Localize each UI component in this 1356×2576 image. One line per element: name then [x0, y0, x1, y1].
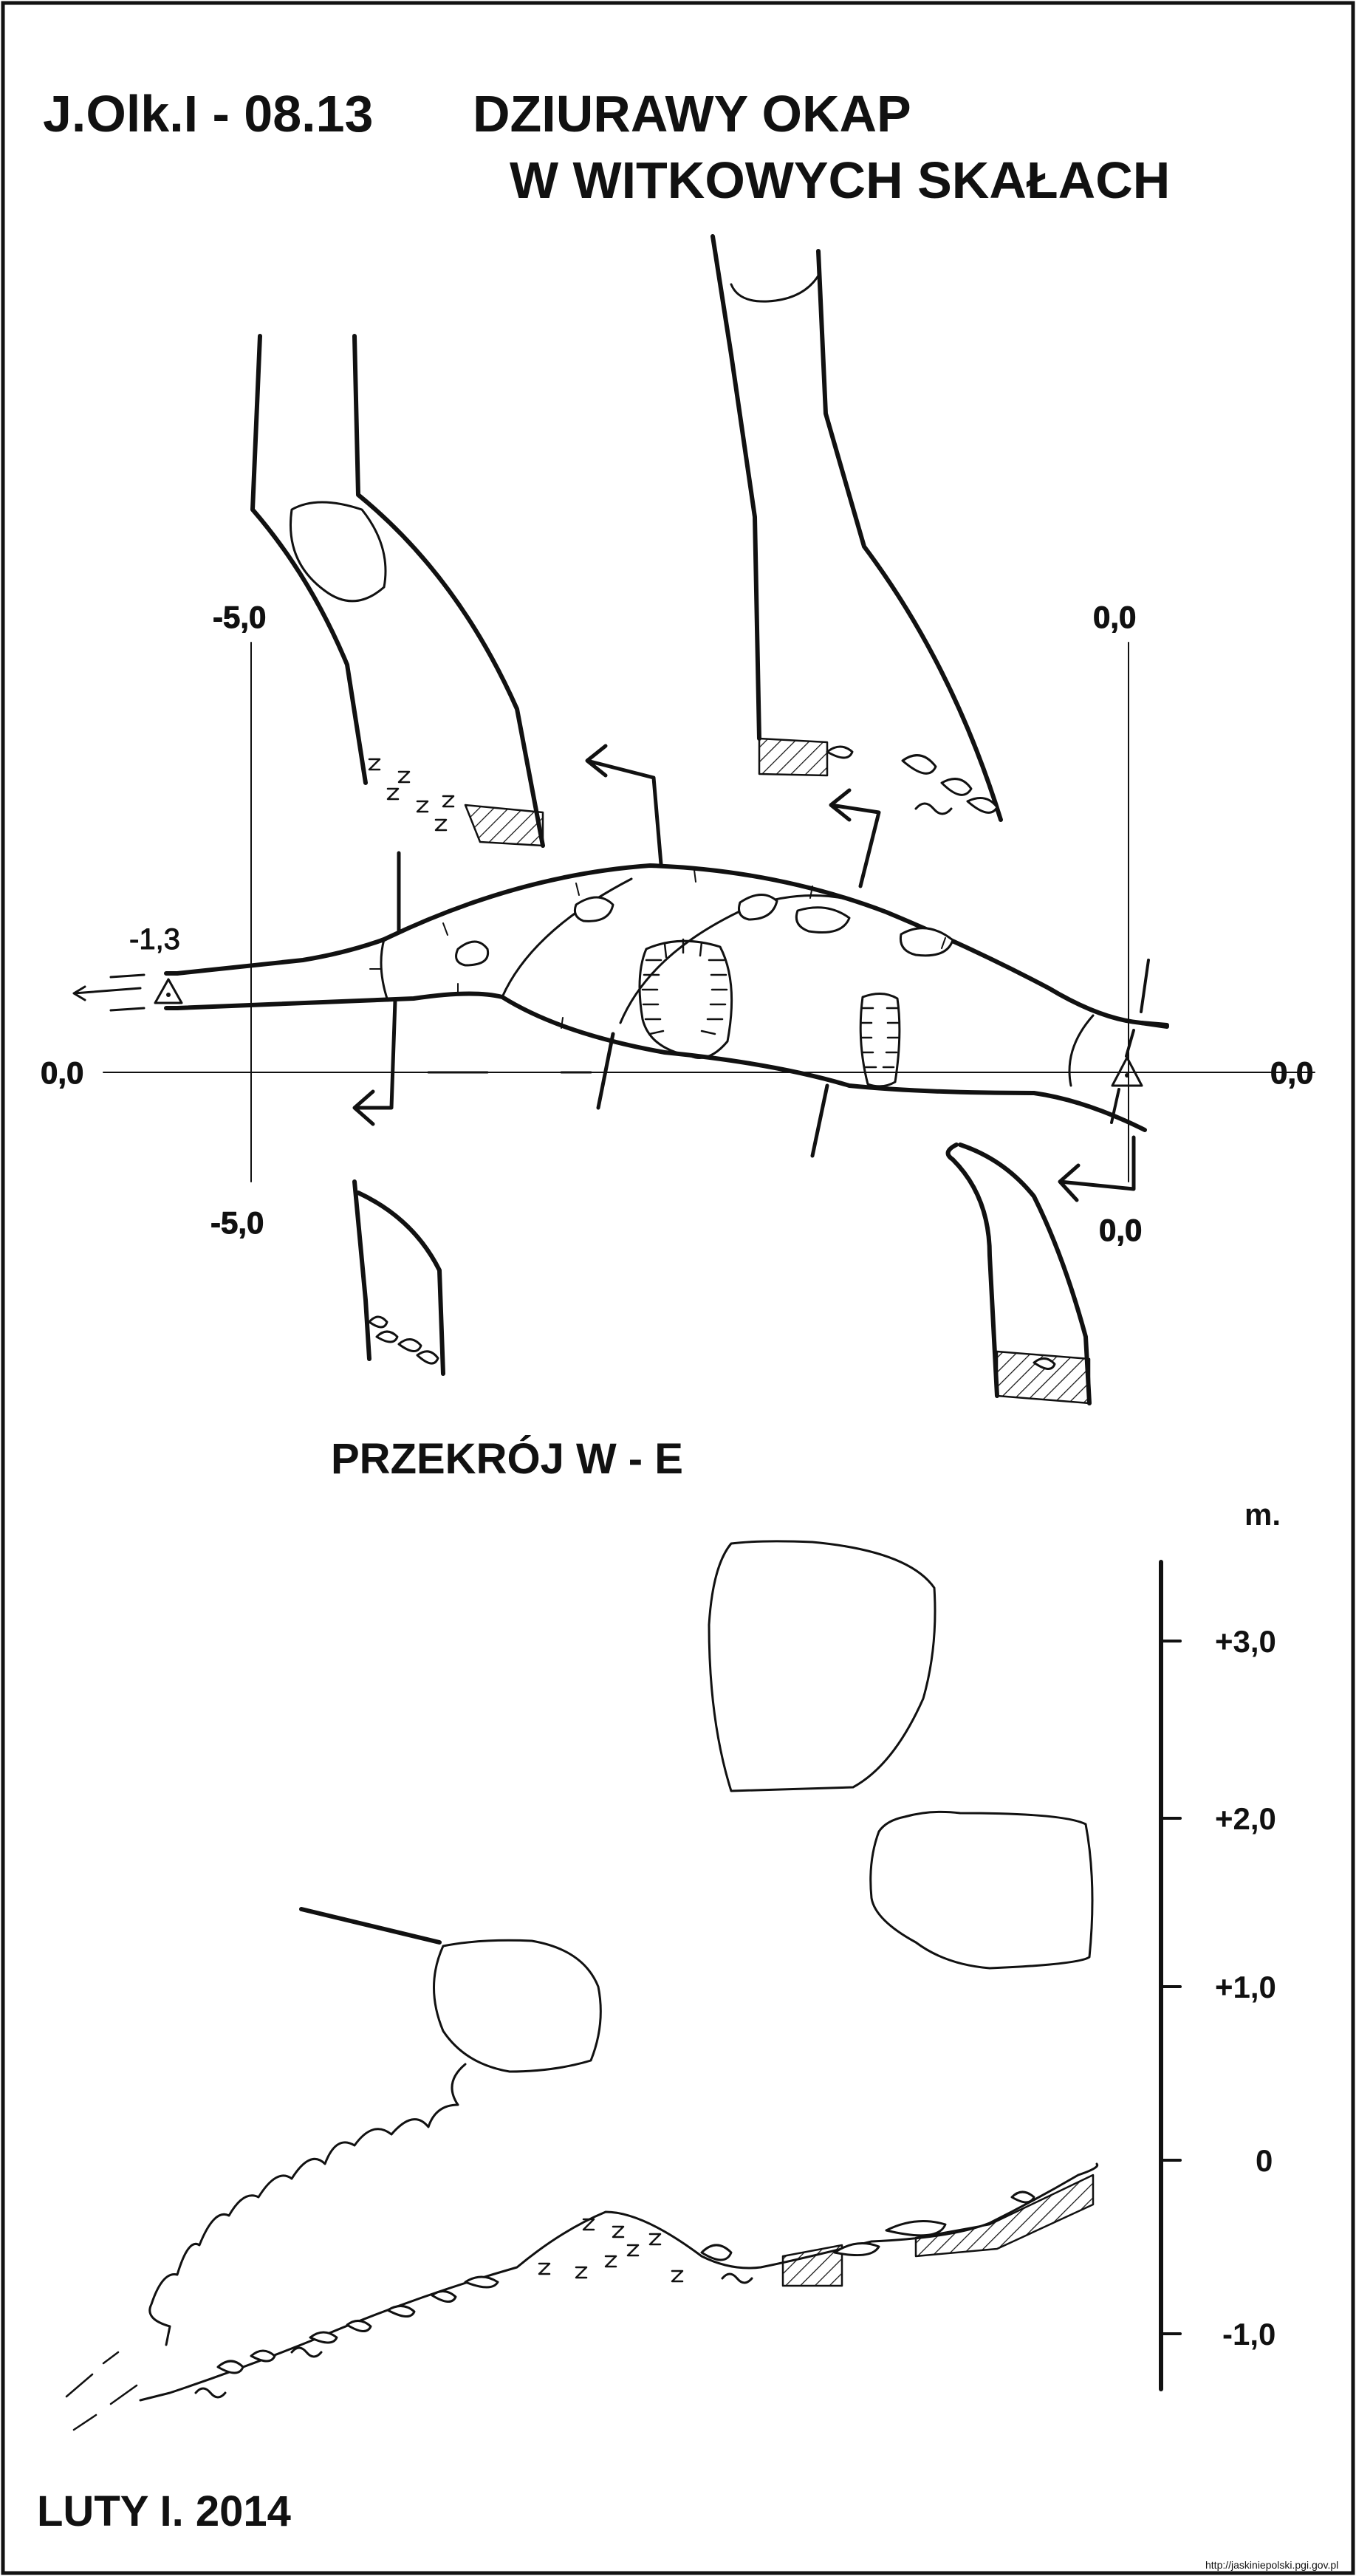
coord-left-top: -5,0 [213, 600, 266, 634]
section-floor-pebbles [216, 2190, 1035, 2374]
sheet-date: LUTY I. 2014 [37, 2487, 291, 2535]
upper-right-passage-outline [710, 234, 1003, 822]
coord-left-bottom: -5,0 [210, 1205, 264, 1240]
scale-bar-ticks [1160, 1640, 1182, 2335]
plan-grid-lines [103, 642, 1315, 1182]
axis-left-label: 0,0 [41, 1055, 83, 1090]
plan-cave-entrance-west [164, 971, 179, 1010]
section-clay-symbols [538, 2218, 684, 2283]
section-water-symbols [194, 2272, 753, 2399]
upper-right-floor-pebbles [826, 745, 999, 814]
plan-pit-small-ticks [860, 1007, 900, 1069]
section-boulder-top [708, 1540, 936, 1792]
plan-cave-wall-south [175, 991, 1147, 1132]
scale-tick-label: +3,0 [1215, 1624, 1276, 1659]
axis-right-label: 0,0 [1270, 1055, 1313, 1090]
sheet-title-line1: DZIURAWY OKAP [473, 85, 911, 143]
west-direction-arrow [72, 985, 142, 1001]
station-height-label: -1,3 [129, 923, 180, 956]
upper-right-floor-hatch [758, 737, 829, 777]
east-station-triangle [1111, 1056, 1143, 1087]
plan-floor-boulders [455, 894, 954, 967]
scale-tick-label: +1,0 [1215, 1970, 1276, 2004]
lower-right-pebble [1033, 1357, 1056, 1370]
upper-left-floor-hatch [464, 804, 544, 847]
upper-right-water-symbol [914, 802, 953, 815]
section-entrance-dashes [65, 2351, 138, 2431]
lower-right-floor-hatch [996, 1350, 1091, 1405]
section-arrow-north-east [829, 788, 881, 888]
sheet-title-line2: W WITKOWYCH SKAŁACH [510, 151, 1170, 209]
coord-right-bottom: 0,0 [1099, 1213, 1142, 1247]
plan-cave-inner-lines [380, 877, 1095, 1087]
scale-tick-label: 0 [1256, 2143, 1273, 2178]
section-floor-line [139, 2162, 1099, 2402]
upper-left-boulder [289, 501, 387, 603]
scale-unit-label: m. [1244, 1497, 1281, 1532]
west-entrance-dashes [109, 973, 145, 1012]
source-url: http://jaskiniepolski.pgi.gov.pl [1205, 2559, 1338, 2571]
lower-left-rock-outline [352, 1179, 445, 1376]
scale-tick-label: +2,0 [1215, 1801, 1276, 1836]
scale-tick-label: -1,0 [1222, 2317, 1275, 2351]
section-arrow-south-west [352, 851, 401, 1126]
sheet-code: J.Olk.I - 08.13 [43, 85, 373, 143]
upper-right-ceiling-arc [730, 272, 821, 303]
section-boulder-middle [869, 1810, 1094, 1970]
section-boulder-left [433, 1939, 602, 2073]
upper-left-passage-outline [250, 334, 545, 848]
plan-pit-large [638, 939, 733, 1059]
plan-view: -1,3 -5,0 0,0 0,0 0,0 -5,0 0,0 [41, 234, 1315, 1405]
plan-pit-large-ticks [641, 938, 728, 1035]
section-ceiling-scalloped [148, 2063, 467, 2346]
plan-pit-small [859, 993, 901, 1088]
lower-left-pebbles [368, 1315, 439, 1365]
west-station-triangle [154, 978, 183, 1004]
section-cut-lines [596, 1032, 829, 1158]
plan-wall-ticks [369, 869, 946, 1029]
coord-right-top: 0,0 [1093, 600, 1136, 634]
section-floor-hatch-right [914, 2174, 1095, 2258]
section-title: PRZEKRÓJ W - E [331, 1435, 683, 1483]
east-entrance-dashes [1110, 959, 1150, 1124]
lower-right-rock-outline [945, 1143, 1092, 1405]
section-view [65, 1540, 1182, 2431]
upper-left-clay-symbols [368, 758, 455, 832]
east-section-marker-line [1139, 1021, 1169, 1029]
section-ceiling-line [299, 1907, 442, 1945]
section-arrow-north-west [585, 744, 663, 866]
section-arrow-south-east [1058, 1135, 1136, 1202]
section-floor-hatch-left [781, 2244, 843, 2287]
